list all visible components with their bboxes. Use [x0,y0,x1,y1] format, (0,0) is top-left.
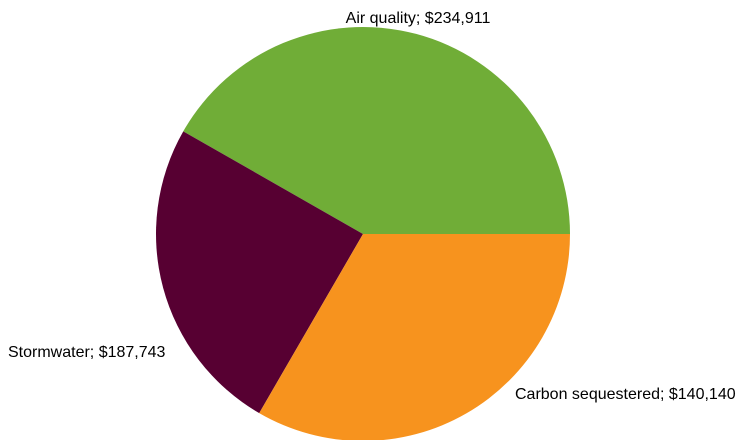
pie-slices [156,27,570,440]
slice-label-air-quality: Air quality; $234,911 [346,10,491,27]
pie-labels: Air quality; $234,911 Carbon sequestered… [8,10,736,403]
pie-slice-carbon-sequestered [156,131,363,414]
pie-slice-stormwater [259,234,570,440]
slice-label-stormwater: Stormwater; $187,743 [8,344,166,361]
pie-slice-air-quality [183,27,570,235]
slice-label-carbon-sequestered: Carbon sequestered; $140,140 [515,386,736,403]
